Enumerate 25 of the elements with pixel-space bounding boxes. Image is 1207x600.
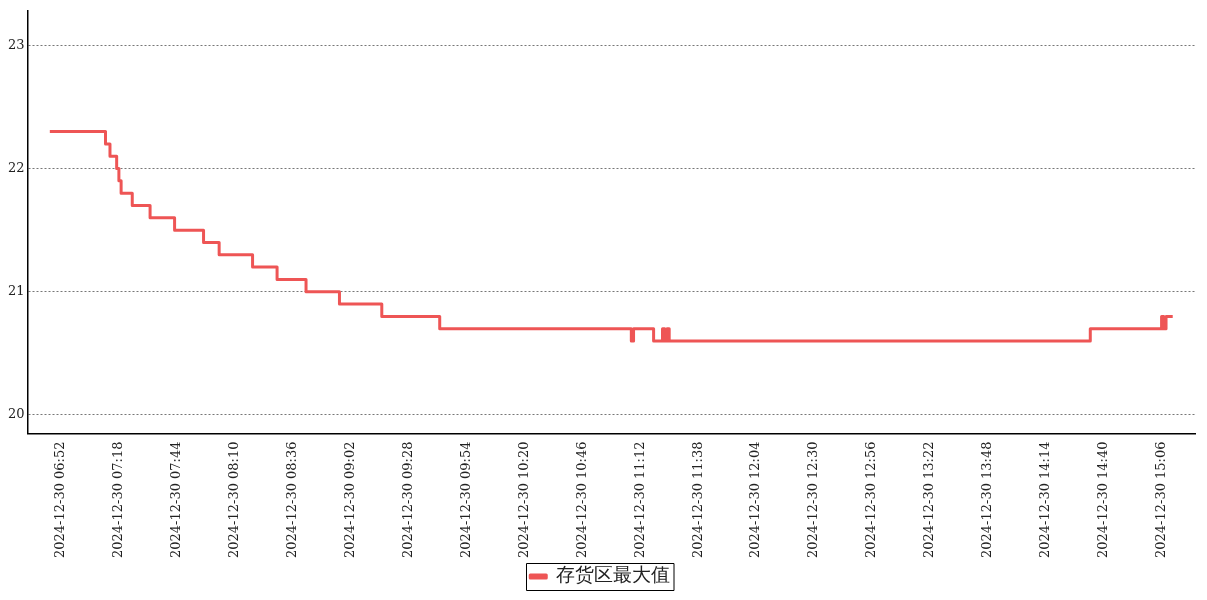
legend-label: 存货区最大值 (555, 563, 670, 586)
x-tick-label: 2024-12-30 13:48 (979, 441, 995, 559)
x-tick-label: 2024-12-30 12:04 (747, 441, 763, 559)
x-tick-label: 2024-12-30 12:56 (863, 441, 879, 559)
x-tick-label: 2024-12-30 08:10 (226, 441, 242, 559)
x-tick-label: 2024-12-30 08:36 (284, 441, 300, 559)
x-tick-label: 2024-12-30 09:54 (457, 441, 473, 559)
y-tick-label: 22 (8, 159, 25, 175)
x-tick-label: 2024-12-30 07:44 (168, 441, 184, 559)
x-tick-label: 2024-12-30 12:30 (805, 441, 821, 559)
x-tick-label: 2024-12-30 14:14 (1037, 441, 1053, 559)
x-tick-label: 2024-12-30 11:12 (631, 441, 647, 559)
x-tick-label: 2024-12-30 09:02 (341, 441, 357, 559)
x-tick-label: 2024-12-30 11:38 (689, 441, 705, 559)
y-tick-label: 21 (8, 283, 25, 299)
x-tick-label: 2024-12-30 14:40 (1095, 441, 1111, 559)
x-tick-label: 2024-12-30 09:28 (399, 441, 415, 559)
x-tick-label: 2024-12-30 15:06 (1152, 441, 1168, 559)
y-tick-label: 20 (8, 406, 25, 422)
x-tick-label: 2024-12-30 06:52 (52, 441, 68, 559)
x-tick-label: 2024-12-30 13:22 (921, 441, 937, 559)
y-tick-label: 23 (8, 36, 25, 52)
x-tick-label: 2024-12-30 10:46 (573, 441, 589, 559)
x-tick-label: 2024-12-30 10:20 (515, 441, 531, 559)
x-tick-label: 2024-12-30 07:18 (110, 441, 126, 559)
